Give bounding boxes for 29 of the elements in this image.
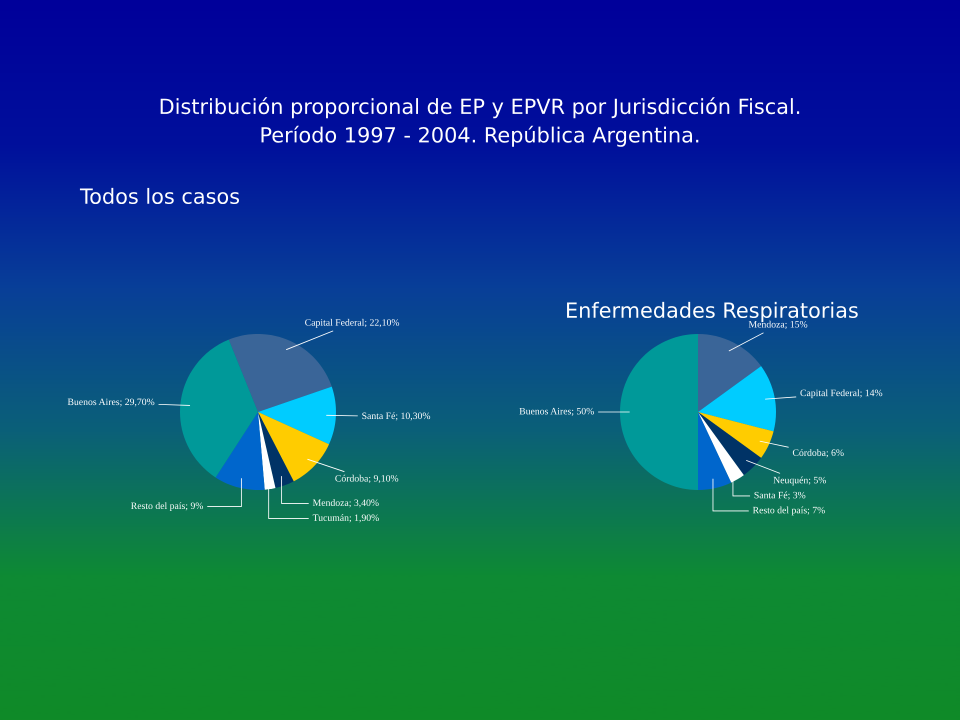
slice-label: Santa Fé; 3% — [754, 492, 806, 500]
pie-slice — [620, 334, 698, 490]
pie-slice — [698, 334, 762, 412]
chart-subtitle: Todos los casos — [80, 188, 240, 204]
pie-slice — [228, 334, 332, 412]
slice-label: Tucumán; 1,90% — [312, 514, 379, 522]
slice-label: Santa Fé; 10,30% — [362, 412, 430, 420]
slice-label: Resto del país; 7% — [752, 506, 825, 516]
slice-label: Capital Federal; 22,10% — [305, 318, 400, 328]
slice-label: Mendoza; 3,40% — [312, 499, 379, 508]
pie-slice — [698, 412, 732, 490]
pie-slice — [698, 412, 762, 476]
pie-slice — [258, 412, 294, 488]
slice-label: Buenos Aires; 29,70% — [68, 398, 154, 407]
chart-title: Enfermedades Respiratorias — [567, 302, 858, 322]
pie-slice — [698, 412, 774, 458]
slice-label: Capital Federal; 14% — [800, 389, 882, 398]
pie-slice — [698, 366, 776, 432]
slice-label: Mendoza; 15% — [748, 320, 808, 329]
pie-slice — [258, 386, 336, 444]
slice-label: Córdoba; 6% — [792, 449, 844, 458]
slice-label: Buenos Aires; 50% — [519, 408, 594, 416]
slice-label: Neuquén; 5% — [773, 476, 826, 486]
pie-slice — [258, 412, 330, 482]
pie-slice — [180, 340, 258, 478]
text: Distribución proporcional de EP y EPVR por Jurisdicción Fiscal. Período 1997 - 2004. República Argentina. — [160, 97, 800, 147]
slice-label: Córdoba; 9,10% — [335, 474, 398, 484]
pie-slice — [216, 412, 265, 490]
slice-label: Resto del país; 9% — [131, 502, 204, 512]
